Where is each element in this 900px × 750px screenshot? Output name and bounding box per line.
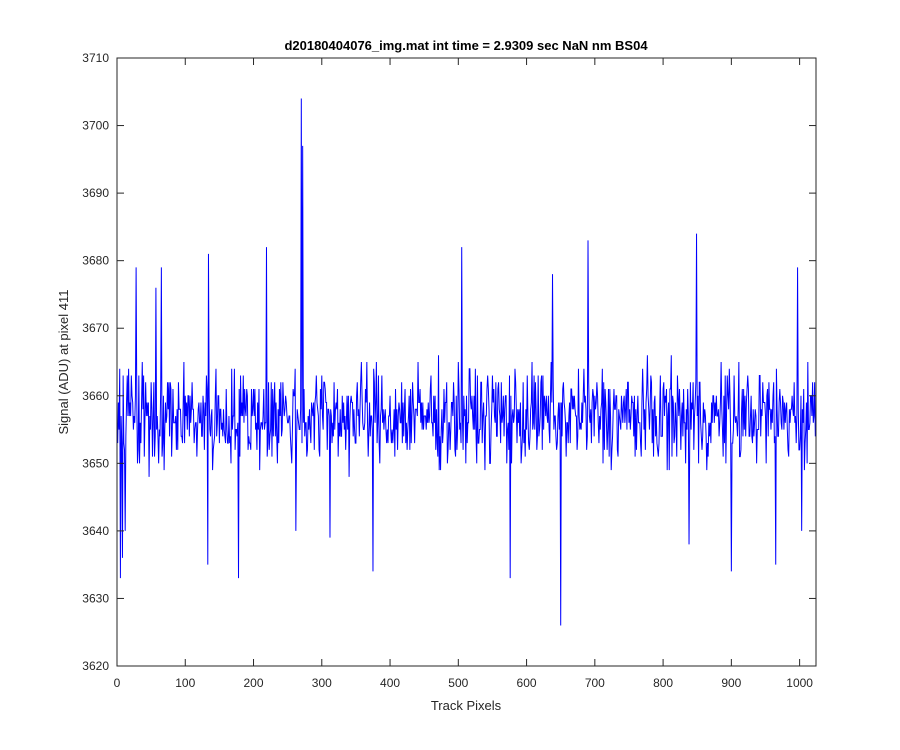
x-axis: 0 100 200 300 400 500 600 700 800 900 1000 <box>114 58 813 690</box>
x-tick-label: 400 <box>380 676 400 690</box>
x-tick-label: 600 <box>517 676 537 690</box>
y-tick-label: 3670 <box>82 321 109 335</box>
axes-box <box>116 57 817 667</box>
y-tick-label: 3680 <box>82 254 109 268</box>
x-tick-label: 0 <box>114 676 121 690</box>
x-tick-label: 500 <box>448 676 468 690</box>
y-tick-label: 3620 <box>82 659 109 673</box>
y-axis: 3620 3630 3640 3650 3660 3670 3680 3690 3700 3710 <box>82 51 816 673</box>
x-tick-label: 200 <box>244 676 264 690</box>
x-tick-label: 800 <box>653 676 673 690</box>
x-tick-label: 1000 <box>786 676 813 690</box>
y-tick-label: 3660 <box>82 389 109 403</box>
plot-area <box>116 57 817 667</box>
x-tick-label: 900 <box>721 676 741 690</box>
y-tick-label: 3690 <box>82 186 109 200</box>
y-axis-label: Signal (ADU) at pixel 411 <box>56 290 71 435</box>
x-axis-label: Track Pixels <box>431 698 502 713</box>
series-line <box>117 98 816 626</box>
chart-title: d20180404076_img.mat int time = 2.9309 s… <box>284 38 648 53</box>
y-tick-label: 3640 <box>82 524 109 538</box>
x-tick-label: 700 <box>585 676 605 690</box>
x-tick-label: 100 <box>175 676 195 690</box>
y-tick-label: 3650 <box>82 456 109 470</box>
y-tick-label: 3630 <box>82 591 109 605</box>
x-tick-label: 300 <box>312 676 332 690</box>
y-tick-label: 3710 <box>82 51 109 65</box>
y-tick-label: 3700 <box>82 119 109 133</box>
